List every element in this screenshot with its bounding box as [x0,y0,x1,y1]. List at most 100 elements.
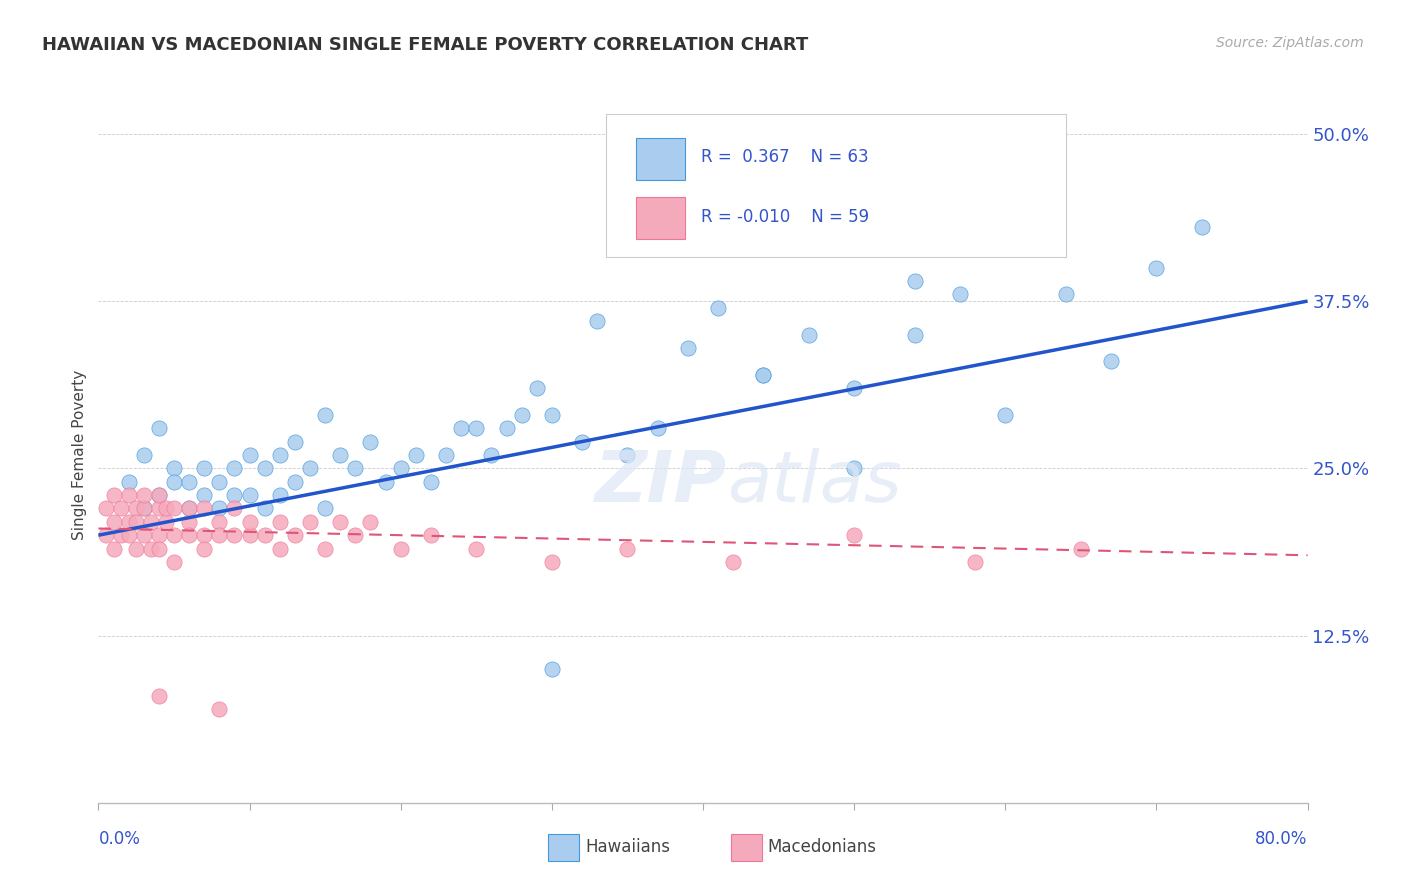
Point [994,207,1017,221]
Point [148,541,170,556]
Point [163,461,186,475]
Point [118,475,141,489]
Point [148,528,170,542]
Point [495,421,517,435]
Point [752,368,775,382]
Text: Macedonians: Macedonians [768,838,877,856]
Text: 80.0%: 80.0% [1256,830,1308,847]
Point [118,528,141,542]
Point [284,528,307,542]
Point [314,541,336,556]
Point [405,448,427,462]
Text: HAWAIIAN VS MACEDONIAN SINGLE FEMALE POVERTY CORRELATION CHART: HAWAIIAN VS MACEDONIAN SINGLE FEMALE POV… [42,36,808,54]
Point [269,541,291,556]
Point [540,408,562,422]
Point [155,501,177,516]
Point [616,541,638,556]
Text: R =  0.367    N = 63: R = 0.367 N = 63 [700,148,869,166]
Bar [637,197,685,239]
Point [994,408,1017,422]
Point [103,488,125,502]
Point [450,421,472,435]
Point [360,434,382,449]
Point [177,501,201,516]
Point [224,461,246,475]
Point [148,488,170,502]
Point [148,689,170,703]
Point [374,475,396,489]
Point [193,541,215,556]
Point [163,475,186,489]
Point [1054,287,1077,301]
Point [676,341,699,355]
Point [707,301,730,315]
Point [177,515,201,529]
Point [465,541,488,556]
Text: R = -0.010    N = 59: R = -0.010 N = 59 [700,208,869,226]
Point [647,421,669,435]
Point [1191,220,1213,235]
Bar [637,138,685,180]
Point [132,501,155,516]
Point [193,528,215,542]
Point [752,368,775,382]
Point [163,555,186,569]
Point [239,448,262,462]
Text: Hawaiians: Hawaiians [585,838,669,856]
Point [329,515,352,529]
Point [647,207,669,221]
Point [148,421,170,435]
Point [163,501,186,516]
Point [481,448,503,462]
Point [125,501,148,516]
FancyBboxPatch shape [606,114,1066,257]
Point [193,501,215,516]
Point [299,461,322,475]
Point [193,461,215,475]
Point [844,381,866,395]
Point [269,448,291,462]
Point [103,541,125,556]
Point [208,515,231,529]
Point [299,515,322,529]
Point [540,662,562,676]
Point [224,501,246,516]
Point [586,314,609,328]
Text: Source: ZipAtlas.com: Source: ZipAtlas.com [1216,36,1364,50]
Point [148,501,170,516]
Point [510,408,533,422]
Point [94,528,117,542]
Point [110,501,132,516]
Point [253,528,276,542]
Text: 0.0%: 0.0% [98,830,141,847]
Point [110,528,132,542]
Point [177,475,201,489]
Point [844,461,866,475]
Point [208,528,231,542]
Point [125,515,148,529]
Text: ZIP: ZIP [595,449,727,517]
Point [419,475,441,489]
Point [269,515,291,529]
Point [1144,260,1167,275]
Point [132,501,155,516]
Point [721,555,744,569]
Point [141,541,163,556]
Point [965,555,987,569]
Point [224,488,246,502]
Point [177,501,201,516]
Point [155,515,177,529]
Point [526,381,548,395]
Y-axis label: Single Female Poverty: Single Female Poverty [72,370,87,540]
Point [208,702,231,716]
Point [193,488,215,502]
Point [329,448,352,462]
Point [616,448,638,462]
Point [419,528,441,542]
Point [208,475,231,489]
Point [797,327,820,342]
Point [253,501,276,516]
Point [118,488,141,502]
Point [904,327,927,342]
Point [389,541,412,556]
